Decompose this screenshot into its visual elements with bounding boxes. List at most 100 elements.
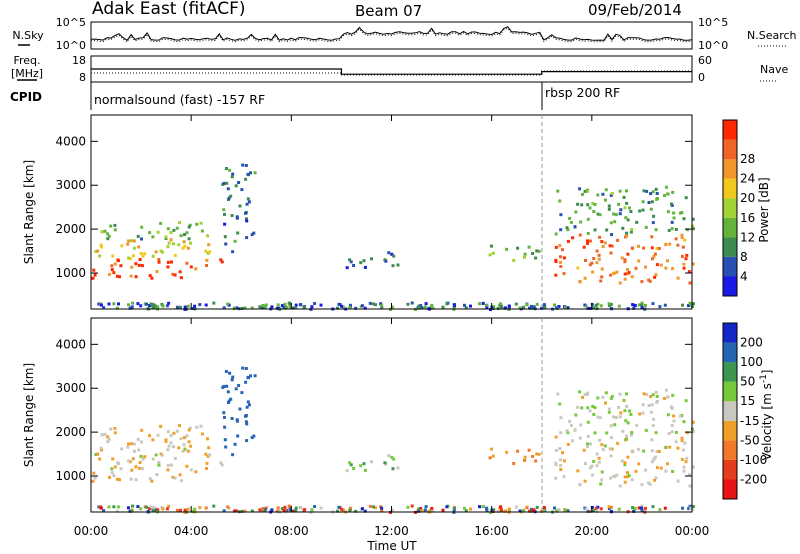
power-echo-cell	[565, 226, 569, 230]
power-echo-cell	[390, 305, 394, 309]
velocity-echo-cell	[340, 507, 343, 511]
power-echo-cell	[586, 203, 590, 207]
power-echo-cell	[172, 242, 175, 246]
velocity-echo-cell	[229, 397, 233, 401]
velocity-echo-cell	[682, 465, 686, 469]
velocity-echo-cell	[558, 447, 562, 451]
velocity-echo-cell	[490, 447, 493, 451]
power-echo-cell	[109, 224, 113, 228]
velocity-echo-cell	[319, 506, 323, 510]
velocity-echo-cell	[682, 420, 686, 424]
power-echo-cell	[566, 239, 570, 243]
power-echo-cell	[138, 258, 142, 261]
power-echo-cell	[597, 253, 601, 257]
power-echo-cell	[410, 301, 414, 305]
velocity-echo-cell	[238, 407, 242, 411]
power-echo-cell	[206, 234, 209, 238]
power-echo-cell	[258, 305, 262, 309]
velocity-echo-cell	[578, 483, 582, 487]
velocity-echo-cell	[126, 445, 130, 449]
power-echo-cell	[247, 200, 251, 204]
velocity-colorbar-tick: -50	[740, 433, 760, 447]
velocity-echo-cell	[635, 423, 639, 427]
power-echo-cell	[650, 200, 654, 204]
velocity-echo-cell	[263, 507, 267, 511]
power-colorbar-segment	[723, 198, 737, 218]
power-echo-cell	[586, 217, 590, 221]
power-y-axis-label: Slant Range [km]	[22, 160, 36, 264]
power-echo-cell	[629, 230, 633, 234]
velocity-echo-cell	[100, 448, 104, 452]
velocity-echo-cell	[574, 413, 578, 417]
power-echo-cell	[223, 235, 227, 239]
power-echo-cell	[654, 228, 658, 232]
power-echo-cell	[650, 257, 654, 261]
power-echo-cell	[223, 222, 227, 226]
velocity-echo-cell	[655, 466, 659, 470]
power-echo-cell	[119, 264, 123, 268]
power-echo-cell	[607, 207, 611, 211]
power-echo-cell	[224, 242, 228, 246]
time-tick-label: 12:00	[374, 524, 409, 538]
power-echo-cell	[154, 250, 158, 254]
velocity-echo-cell	[363, 468, 367, 472]
power-echo-cell	[630, 228, 634, 231]
power-echo-cell	[236, 231, 240, 235]
noise-left-tick-top: 10^5	[56, 16, 86, 29]
power-echo-cell	[291, 306, 295, 310]
velocity-echo-cell	[664, 388, 668, 392]
velocity-echo-cell	[639, 506, 643, 510]
velocity-echo-cell	[235, 509, 239, 513]
velocity-echo-cell	[131, 504, 135, 508]
velocity-echo-cell	[100, 433, 104, 437]
power-echo-cell	[406, 302, 410, 306]
power-echo-cell	[226, 302, 230, 306]
power-echo-cell	[579, 220, 583, 224]
velocity-echo-cell	[604, 401, 607, 405]
velocity-echo-cell	[136, 437, 140, 441]
velocity-echo-cell	[598, 438, 602, 442]
power-echo-cell	[687, 270, 691, 274]
velocity-echo-cell	[167, 444, 171, 448]
power-echo-cell	[640, 305, 644, 309]
noise-right-tick-top: 10^5	[698, 16, 728, 29]
power-echo-cell	[183, 244, 187, 248]
velocity-echo-cell	[680, 439, 684, 443]
power-echo-cell	[612, 271, 616, 275]
velocity-echo-cell	[119, 467, 123, 471]
velocity-echo-cell	[164, 438, 168, 442]
velocity-echo-cell	[534, 459, 538, 463]
time-tick-label: 20:00	[575, 524, 610, 538]
power-echo-cell	[655, 192, 659, 195]
power-echo-cell	[596, 193, 600, 197]
beam-title: Beam 07	[355, 2, 422, 20]
velocity-echo-cell	[688, 484, 692, 488]
velocity-echo-cell	[499, 505, 503, 509]
velocity-echo-cell	[692, 430, 695, 434]
power-echo-cell	[594, 303, 598, 307]
velocity-echo-cell	[579, 423, 583, 427]
velocity-echo-cell	[603, 444, 607, 448]
velocity-echo-cell	[566, 442, 570, 446]
velocity-echo-cell	[151, 438, 155, 442]
power-echo-cell	[683, 238, 687, 242]
power-echo-cell	[622, 195, 626, 199]
power-echo-cell	[118, 275, 121, 279]
velocity-echo-cell	[204, 506, 208, 510]
noise-panel-frame	[90, 21, 693, 50]
power-colorbar-tick: 8	[740, 250, 748, 264]
velocity-echo-cell	[596, 396, 600, 400]
velocity-echo-cell	[140, 467, 144, 471]
power-echo-cell	[233, 306, 237, 310]
power-echo-cell	[629, 210, 633, 213]
power-echo-cell	[655, 263, 659, 267]
power-y-tick-label: 1000	[55, 266, 86, 280]
velocity-colorbar-segment	[723, 479, 737, 499]
power-echo-cell	[652, 214, 656, 218]
power-echo-cell	[637, 303, 641, 307]
velocity-echo-cell	[591, 404, 595, 408]
velocity-echo-cell	[609, 505, 613, 509]
power-echo-cell	[186, 246, 190, 250]
velocity-echo-cell	[420, 509, 424, 513]
power-echo-cell	[188, 223, 192, 227]
